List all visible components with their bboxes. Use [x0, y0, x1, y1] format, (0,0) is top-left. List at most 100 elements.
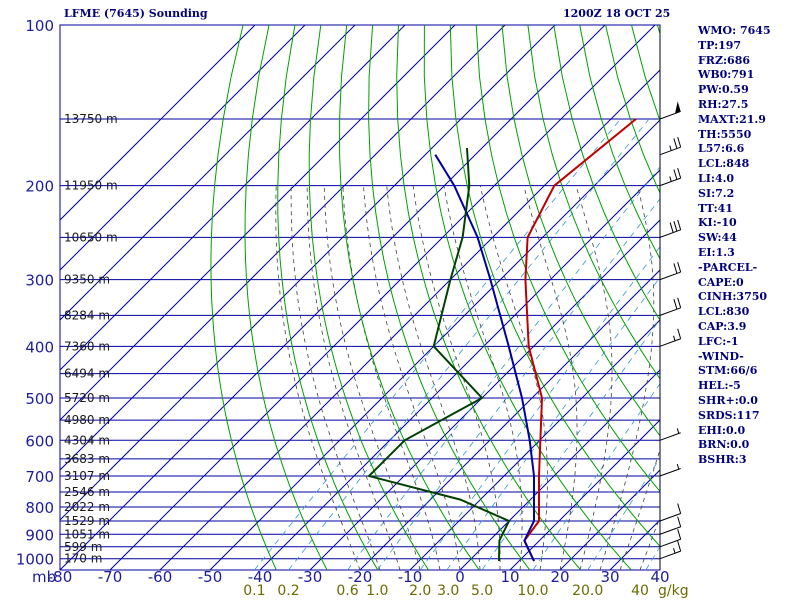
- index-item: LI:4.0: [698, 171, 735, 185]
- isotherm--150: [60, 25, 256, 221]
- moist-adiabat-0: [363, 185, 461, 570]
- isotherm--60: [159, 69, 660, 570]
- moist-adiabat-8: [412, 185, 501, 570]
- mixing-label-0.2: 0.2: [277, 583, 299, 599]
- index-item: -WIND-: [698, 349, 744, 363]
- profile-lines: [367, 118, 637, 562]
- mixing-ratio-5.0: [481, 318, 660, 570]
- mixing-ratio-0.6: [347, 166, 660, 570]
- moist-adiabat-32: [619, 448, 660, 570]
- index-item: TT:41: [698, 201, 733, 215]
- mixing-label-10.0: 10.0: [517, 583, 548, 599]
- temp-tick--60: -60: [148, 568, 173, 586]
- index-item: CINH:3750: [698, 290, 768, 304]
- index-item: LCL:830: [698, 305, 750, 319]
- moist-adiabat--8: [323, 185, 421, 570]
- wind-barb-300: [659, 261, 682, 281]
- mixing-label-5.0: 5.0: [471, 583, 493, 599]
- isotherm--30: [309, 219, 660, 570]
- mixing-label-2.0: 2.0: [409, 583, 431, 599]
- dry-adiabat--40: [210, 25, 277, 570]
- pressure-label-200: 200: [25, 178, 54, 196]
- temp-tick--30: -30: [298, 568, 323, 586]
- dry-adiabat-50: [475, 25, 660, 493]
- moist-adiabat-16: [479, 185, 548, 570]
- isotherm--110: [60, 25, 456, 421]
- temp-tick--20: -20: [348, 568, 373, 586]
- pressure-label-300: 300: [25, 272, 54, 290]
- mixing-label-40: 40: [631, 583, 649, 599]
- mixing-label-0.1: 0.1: [243, 583, 265, 599]
- isotherm--10: [409, 319, 660, 570]
- wind-barb-600: [659, 428, 681, 441]
- index-item: TH:5550: [698, 127, 752, 141]
- mixing-ratio-unit: g/kg: [658, 583, 689, 599]
- wind-barb-700: [659, 464, 681, 477]
- index-item: HEL:-5: [698, 379, 741, 393]
- isotherm-0: [459, 369, 660, 570]
- temp-tick--10: -10: [398, 568, 423, 586]
- isotherm--100: [60, 25, 506, 471]
- temp-tick-40: 40: [650, 568, 669, 586]
- plot-frame: [59, 24, 661, 571]
- temp-tick-20: 20: [550, 568, 569, 586]
- moist-adiabat--12: [306, 185, 401, 570]
- index-item: KI:-10: [698, 216, 737, 230]
- axis-labels: LFME (7645) Sounding 1200Z 18 OCT 25 mb …: [16, 7, 689, 599]
- moist-adiabat--20: [275, 185, 361, 570]
- wind-barb-150: [659, 101, 681, 120]
- height-label-950: 599 m: [64, 540, 102, 554]
- dry-adiabat--30: [244, 25, 328, 570]
- dry-adiabat-20: [396, 25, 581, 570]
- isotherm-10: [509, 419, 660, 570]
- unit-label: mb: [32, 568, 56, 586]
- isotherm--120: [60, 25, 406, 371]
- height-label-400: 7360 m: [64, 339, 110, 353]
- index-item: SI:7.2: [698, 186, 735, 200]
- height-label-650: 3683 m: [64, 452, 110, 466]
- index-item: LCL:848: [698, 157, 750, 171]
- index-item: PW:0.59: [698, 83, 749, 97]
- index-item: STM:66/6: [698, 364, 758, 378]
- pressure-isobars: [59, 24, 661, 571]
- height-label-350: 8284 m: [64, 308, 110, 322]
- temp-tick--70: -70: [98, 568, 123, 586]
- moist-adiabat-12: [443, 185, 523, 570]
- isotherm--40: [259, 169, 660, 570]
- height-label-200: 11950 m: [64, 179, 118, 193]
- height-label-300: 9350 m: [64, 273, 110, 287]
- isotherm--80: [60, 25, 606, 570]
- dry-adiabat-60: [501, 25, 660, 437]
- pressure-label-900: 900: [25, 526, 54, 544]
- moist-adiabat-24: [575, 185, 613, 570]
- height-label-500: 5720 m: [64, 391, 110, 405]
- pressure-label-700: 700: [25, 468, 54, 486]
- dry-adiabat--20: [277, 25, 379, 570]
- mixing-label-1.0: 1.0: [366, 583, 388, 599]
- mixing-ratio-2.0: [419, 246, 660, 570]
- station-title: LFME (7645) Sounding: [64, 7, 208, 20]
- pressure-label-500: 500: [25, 390, 54, 408]
- index-item: FRZ:686: [698, 53, 751, 67]
- dry-adiabat-90: [579, 25, 660, 260]
- wind-barb-850: [659, 503, 682, 522]
- wind-barbs: [659, 25, 682, 570]
- index-item: TP:197: [698, 38, 742, 52]
- index-item: EI:1.3: [698, 245, 735, 259]
- moist-adiabat-4: [386, 185, 481, 570]
- stability-indices: WMO: 7645 TP:197 FRZ:686 WB0:791 PW:0.59 RH:2…: [698, 24, 798, 468]
- moist-adiabat--4: [342, 185, 441, 570]
- temp-tick--80: -80: [48, 568, 73, 586]
- pressure-label-100: 100: [25, 17, 54, 35]
- parcel-line: [434, 154, 535, 562]
- mixing-label-20.0: 20.0: [572, 583, 603, 599]
- pressure-label-600: 600: [25, 432, 54, 450]
- height-label-900: 1051 m: [64, 527, 110, 541]
- index-item: CAP:3.9: [698, 319, 747, 333]
- isotherm-20: [559, 469, 660, 570]
- index-item: WMO: 7645: [698, 24, 771, 37]
- temp-tick-30: 30: [600, 568, 619, 586]
- index-item: MAXT:21.9: [698, 112, 766, 126]
- mixing-ratio-1.0: [376, 198, 660, 570]
